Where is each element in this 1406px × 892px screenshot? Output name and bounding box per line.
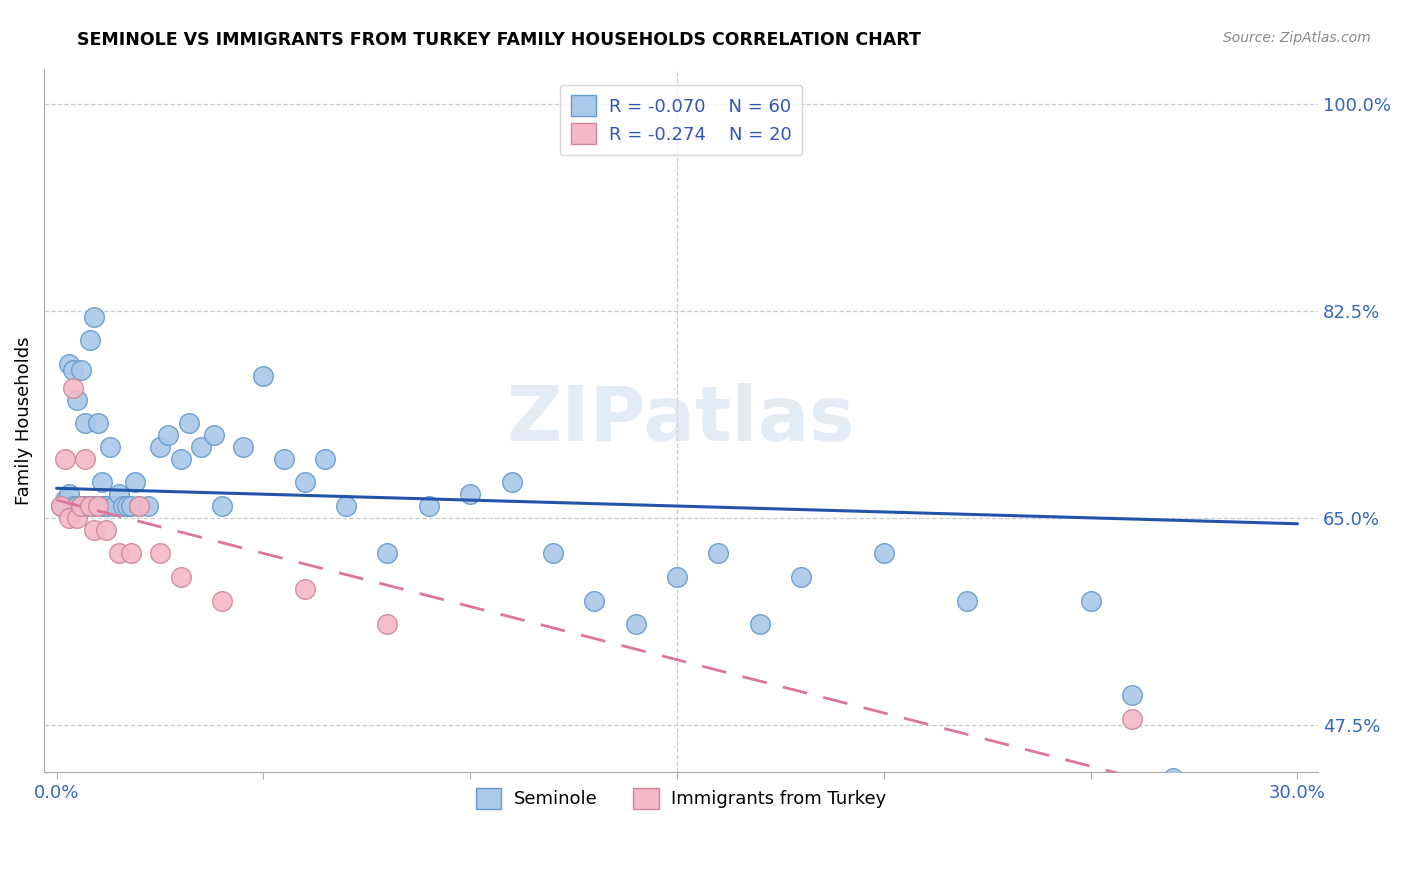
Point bbox=[107, 487, 129, 501]
Point bbox=[103, 499, 125, 513]
Point bbox=[70, 499, 93, 513]
Point bbox=[128, 499, 150, 513]
Point bbox=[873, 546, 896, 560]
Point bbox=[79, 334, 101, 348]
Point bbox=[294, 475, 316, 490]
Point bbox=[75, 499, 97, 513]
Point bbox=[1121, 688, 1143, 702]
Point bbox=[91, 475, 114, 490]
Point bbox=[169, 451, 191, 466]
Point bbox=[624, 617, 647, 632]
Point bbox=[87, 499, 110, 513]
Point bbox=[70, 363, 93, 377]
Point bbox=[115, 499, 138, 513]
Point bbox=[335, 499, 357, 513]
Point bbox=[87, 499, 110, 513]
Point bbox=[136, 499, 159, 513]
Point bbox=[70, 499, 93, 513]
Point bbox=[665, 570, 688, 584]
Point bbox=[83, 523, 105, 537]
Point bbox=[96, 523, 118, 537]
Text: Source: ZipAtlas.com: Source: ZipAtlas.com bbox=[1223, 31, 1371, 45]
Point bbox=[62, 499, 84, 513]
Point bbox=[79, 499, 101, 513]
Point bbox=[149, 440, 172, 454]
Point bbox=[66, 392, 89, 407]
Point bbox=[62, 381, 84, 395]
Legend: Seminole, Immigrants from Turkey: Seminole, Immigrants from Turkey bbox=[468, 780, 894, 816]
Point bbox=[211, 593, 233, 607]
Text: ZIPatlas: ZIPatlas bbox=[506, 384, 855, 458]
Point bbox=[87, 416, 110, 430]
Point bbox=[111, 499, 134, 513]
Point bbox=[1121, 712, 1143, 726]
Point bbox=[120, 546, 142, 560]
Point bbox=[98, 440, 121, 454]
Point bbox=[79, 499, 101, 513]
Y-axis label: Family Households: Family Households bbox=[15, 336, 32, 505]
Point bbox=[58, 487, 80, 501]
Point bbox=[53, 451, 76, 466]
Point bbox=[202, 428, 225, 442]
Point bbox=[49, 499, 72, 513]
Point bbox=[1080, 593, 1102, 607]
Point bbox=[83, 310, 105, 324]
Point bbox=[58, 357, 80, 371]
Point bbox=[49, 499, 72, 513]
Point bbox=[169, 570, 191, 584]
Point bbox=[66, 499, 89, 513]
Point bbox=[157, 428, 180, 442]
Point bbox=[377, 617, 399, 632]
Point bbox=[377, 546, 399, 560]
Point bbox=[120, 499, 142, 513]
Point bbox=[75, 451, 97, 466]
Point bbox=[211, 499, 233, 513]
Point bbox=[314, 451, 336, 466]
Point bbox=[458, 487, 481, 501]
Point bbox=[124, 475, 146, 490]
Point bbox=[75, 416, 97, 430]
Point bbox=[83, 499, 105, 513]
Point bbox=[294, 582, 316, 596]
Point bbox=[955, 593, 977, 607]
Point bbox=[790, 570, 813, 584]
Point bbox=[583, 593, 606, 607]
Point bbox=[96, 499, 118, 513]
Point bbox=[501, 475, 523, 490]
Point bbox=[232, 440, 254, 454]
Point bbox=[707, 546, 730, 560]
Point bbox=[96, 499, 118, 513]
Point bbox=[418, 499, 440, 513]
Point bbox=[53, 493, 76, 508]
Point bbox=[177, 416, 200, 430]
Point bbox=[190, 440, 212, 454]
Point bbox=[252, 368, 274, 383]
Text: SEMINOLE VS IMMIGRANTS FROM TURKEY FAMILY HOUSEHOLDS CORRELATION CHART: SEMINOLE VS IMMIGRANTS FROM TURKEY FAMIL… bbox=[77, 31, 921, 49]
Point bbox=[748, 617, 770, 632]
Point bbox=[58, 511, 80, 525]
Point bbox=[107, 546, 129, 560]
Point bbox=[66, 511, 89, 525]
Point bbox=[91, 499, 114, 513]
Point bbox=[273, 451, 295, 466]
Point bbox=[541, 546, 564, 560]
Point bbox=[149, 546, 172, 560]
Point bbox=[62, 363, 84, 377]
Point bbox=[128, 499, 150, 513]
Point bbox=[1163, 771, 1185, 785]
